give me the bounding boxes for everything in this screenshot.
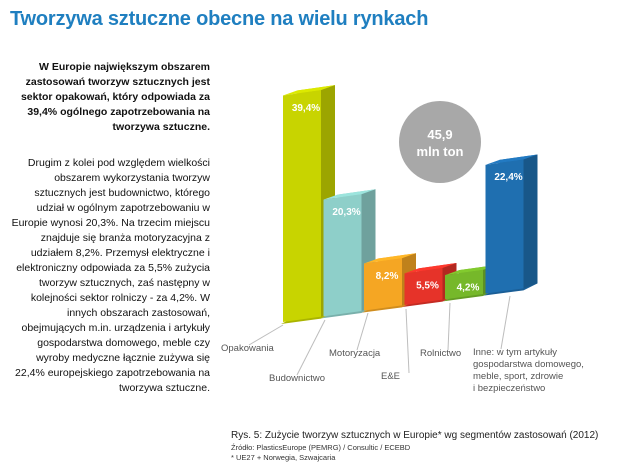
footnote: * UE27 + Norwegia, Szwajcaria — [231, 453, 336, 462]
category-label-line: Inne: w tym artykuły — [473, 347, 557, 358]
bar-front — [323, 194, 362, 317]
leader-line — [405, 308, 410, 374]
bar-value-label: 8,2% — [376, 271, 399, 282]
body-text: Drugim z kolei pod względem wielkości ob… — [11, 157, 210, 394]
bar-top — [364, 253, 416, 264]
bar-top — [404, 263, 457, 274]
category-label-1: Budownictwo — [269, 319, 326, 384]
leader-line — [296, 319, 326, 376]
bar-front — [283, 90, 321, 322]
category-label-4: Rolnictwo — [420, 302, 461, 359]
bar-value-label: 20,3% — [332, 207, 360, 218]
category-label-0: Opakowania — [221, 324, 284, 354]
bar-top — [445, 264, 497, 276]
bars-group: 39,4% 20,3% 8,2% 5,5% 4,2% 22,4% — [281, 85, 538, 324]
bar-value-label: 4,2% — [457, 283, 480, 294]
bar-front — [364, 258, 402, 311]
total-unit: mln ton — [417, 144, 464, 159]
bar-value-label: 39,4% — [292, 103, 320, 114]
bar-top — [283, 85, 335, 96]
bar-top — [485, 154, 538, 165]
total-value: 45,9 — [427, 127, 452, 142]
category-label-line: Budownictwo — [269, 373, 325, 384]
lead-paragraph: W Europie największym obszarem zastosowa… — [10, 60, 210, 135]
category-labels-group: Opakowania Budownictwo Motoryzacja E&E Rolni… — [221, 295, 584, 394]
figure-caption: Rys. 5: Zużycie tworzyw sztucznych w Eur… — [231, 430, 599, 441]
bar-front — [404, 268, 443, 305]
lead-text: W Europie największym obszarem zastosowa… — [20, 61, 210, 133]
category-label-line: Opakowania — [221, 343, 275, 354]
category-label-line: meble, sport, zdrowie — [473, 371, 563, 382]
category-label-line: Rolnictwo — [420, 348, 461, 359]
total-circle — [399, 101, 481, 183]
leader-line — [447, 302, 451, 351]
category-label-2: Motoryzacja — [329, 312, 381, 359]
category-label-line: Motoryzacja — [329, 348, 381, 359]
bar-side — [523, 154, 538, 289]
bar-front — [485, 159, 524, 294]
total-badge: 45,9 mln ton — [399, 101, 481, 183]
leader-line — [500, 295, 511, 350]
page-title: Tworzywa sztuczne obecne na wielu rynkac… — [10, 8, 429, 30]
bar-front — [445, 269, 483, 300]
leader-line — [356, 312, 369, 351]
category-label-3: E&E — [381, 308, 410, 382]
category-label-line: gospodarstwa domowego, — [473, 359, 584, 370]
bar-5 — [483, 154, 538, 296]
body-paragraph: Drugim z kolei pod względem wielkości ob… — [10, 156, 210, 396]
bar-top — [323, 189, 376, 200]
bar-value-label: 5,5% — [416, 281, 439, 292]
bar-value-label: 22,4% — [494, 172, 522, 183]
source-note: Źródło: PlasticsEurope (PEMRG) / Consult… — [231, 443, 411, 452]
leader-line — [248, 324, 284, 346]
category-label-line: i bezpieczeństwo — [473, 383, 545, 394]
category-label-line: E&E — [381, 371, 400, 382]
